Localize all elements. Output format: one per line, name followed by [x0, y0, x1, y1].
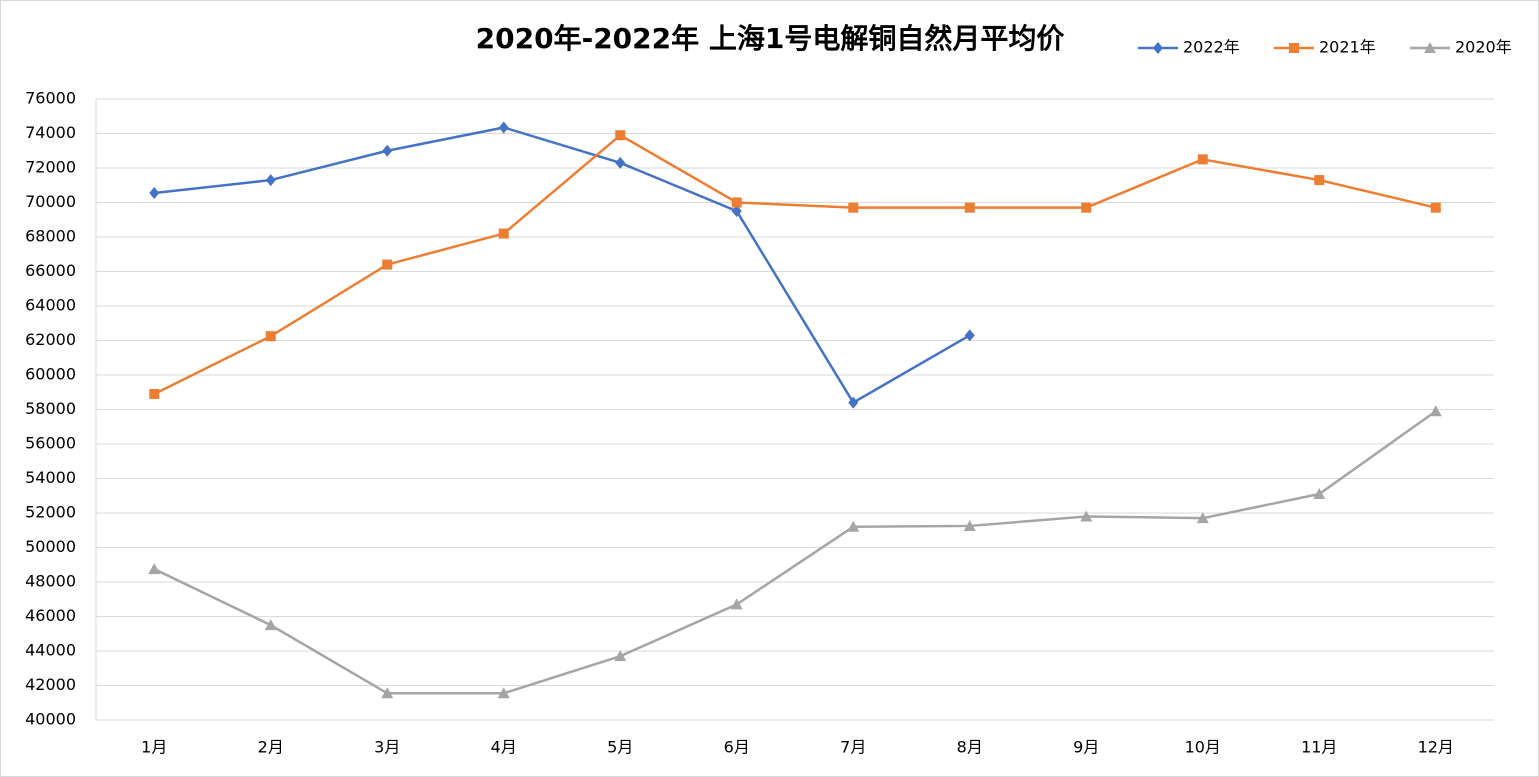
marker: [381, 687, 394, 699]
marker: [382, 259, 393, 270]
y-tick-label: 76000: [25, 89, 76, 108]
marker: [963, 519, 976, 531]
x-tick-label: 4月: [491, 738, 517, 757]
y-tick-label: 56000: [25, 434, 76, 453]
y-tick-label: 46000: [25, 606, 76, 625]
marker: [614, 650, 627, 662]
y-tick-label: 54000: [25, 468, 76, 487]
marker: [1153, 42, 1163, 54]
y-tick-label: 70000: [25, 192, 76, 211]
x-tick-label: 3月: [374, 738, 400, 757]
marker: [1430, 202, 1441, 213]
marker: [148, 563, 161, 575]
marker: [498, 121, 509, 134]
marker: [730, 598, 743, 610]
marker: [1081, 202, 1092, 213]
marker: [1196, 512, 1209, 524]
marker: [1314, 175, 1325, 186]
legend-label: 2020年: [1455, 38, 1512, 57]
marker: [382, 144, 393, 157]
marker: [149, 187, 160, 200]
marker: [731, 205, 742, 218]
marker: [848, 396, 859, 409]
x-tick-label: 9月: [1073, 738, 1099, 757]
marker: [149, 388, 160, 399]
marker: [1289, 43, 1299, 53]
marker: [1313, 488, 1326, 500]
marker: [848, 202, 859, 213]
chart-title: 2020年-2022年 上海1号电解铜自然月平均价: [476, 22, 1066, 55]
marker: [265, 331, 276, 342]
x-tick-label: 8月: [957, 738, 983, 757]
y-tick-label: 50000: [25, 537, 76, 556]
y-tick-label: 72000: [25, 158, 76, 177]
marker: [1429, 405, 1442, 417]
series-line: [154, 126, 971, 405]
marker: [497, 687, 510, 699]
legend-label: 2022年: [1183, 38, 1240, 57]
y-tick-label: 48000: [25, 572, 76, 591]
y-tick-label: 44000: [25, 641, 76, 660]
y-tick-label: 40000: [25, 710, 76, 729]
y-tick-label: 74000: [25, 123, 76, 142]
y-tick-label: 60000: [25, 365, 76, 384]
marker: [265, 174, 276, 187]
y-tick-label: 66000: [25, 261, 76, 280]
marker: [731, 197, 742, 208]
y-tick-label: 52000: [25, 503, 76, 522]
y-tick-label: 64000: [25, 296, 76, 315]
legend-label: 2021年: [1319, 38, 1376, 57]
y-tick-label: 62000: [25, 330, 76, 349]
marker: [847, 520, 860, 532]
y-tick-label: 58000: [25, 399, 76, 418]
x-tick-label: 10月: [1185, 738, 1221, 757]
series-line: [153, 410, 1437, 695]
x-tick-label: 7月: [840, 738, 866, 757]
series-line: [153, 133, 1437, 396]
x-tick-label: 2月: [258, 738, 284, 757]
x-tick-label: 5月: [607, 738, 633, 757]
x-tick-label: 6月: [724, 738, 750, 757]
marker: [615, 156, 626, 169]
marker: [1424, 42, 1436, 53]
x-tick-label: 1月: [141, 738, 167, 757]
marker: [615, 130, 626, 141]
x-tick-label: 11月: [1301, 738, 1337, 757]
marker: [264, 619, 277, 631]
marker: [964, 329, 975, 342]
y-tick-label: 42000: [25, 675, 76, 694]
x-tick-label: 12月: [1418, 738, 1454, 757]
marker: [498, 228, 509, 239]
marker: [1197, 154, 1208, 165]
marker: [1080, 510, 1093, 522]
y-tick-label: 68000: [25, 227, 76, 246]
marker: [964, 202, 975, 213]
